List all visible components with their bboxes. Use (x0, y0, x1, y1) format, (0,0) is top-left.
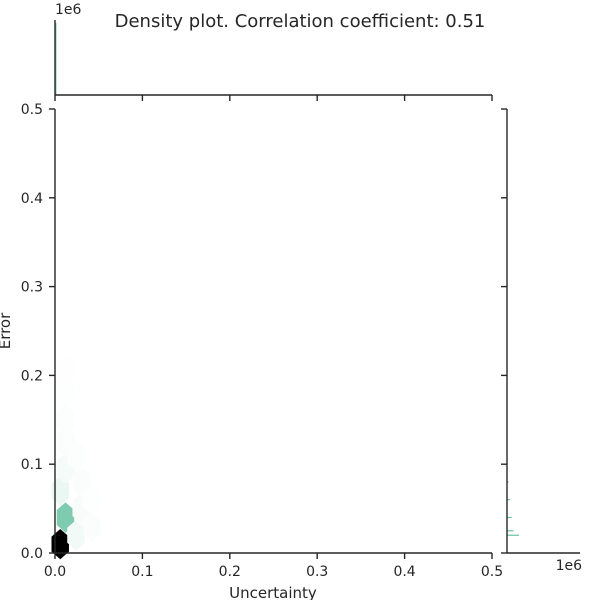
right-marginal-exponent: 1e6 (556, 558, 583, 574)
hex-cell-12 (82, 511, 101, 542)
right-marginal-bar-1 (507, 530, 514, 532)
hex-cell-7 (56, 355, 75, 387)
x-tick-label-4: 0.4 (393, 564, 415, 580)
x-tick-label-1: 0.1 (131, 564, 153, 580)
right-marginal-histogram (507, 481, 519, 536)
y-axis-label: Error (0, 312, 14, 349)
hex-cell-2 (51, 475, 69, 506)
x-tick-label-3: 0.3 (306, 564, 328, 580)
right-marginal-bar-3 (507, 499, 511, 501)
y-tick-label-1: 0.1 (21, 457, 43, 473)
hex-cell-10 (72, 466, 90, 498)
y-tick-label-4: 0.4 (21, 191, 43, 207)
x-tick-label-0: 0.0 (44, 564, 66, 580)
y-tick-label-3: 0.3 (21, 280, 43, 296)
right-marginal-bar-0 (507, 534, 519, 536)
hex-cell-0 (51, 529, 69, 560)
right-marginal-bar-2 (507, 516, 512, 519)
hex-cell-6 (56, 378, 75, 409)
hex-cell-11 (67, 440, 85, 471)
hex-cell-1 (56, 502, 75, 533)
y-tick-label-5: 0.5 (21, 102, 43, 118)
hex-cell-14 (82, 484, 101, 515)
x-tick-label-2: 0.2 (219, 564, 241, 580)
chart-title: Density plot. Correlation coefficient: 0… (115, 11, 486, 32)
x-axis-label: Uncertainty (229, 584, 317, 600)
y-tick-label-2: 0.2 (21, 368, 43, 384)
hex-cell-13 (77, 413, 96, 444)
right-marginal-bar-4 (507, 481, 509, 483)
hex-cell-5 (56, 404, 75, 435)
hex-cell-8 (67, 520, 85, 551)
y-tick-label-0: 0.0 (21, 546, 43, 562)
hexbin-layer (51, 355, 101, 560)
top-marginal-exponent: 1e6 (55, 2, 82, 18)
x-tick-label-5: 0.5 (481, 564, 503, 580)
